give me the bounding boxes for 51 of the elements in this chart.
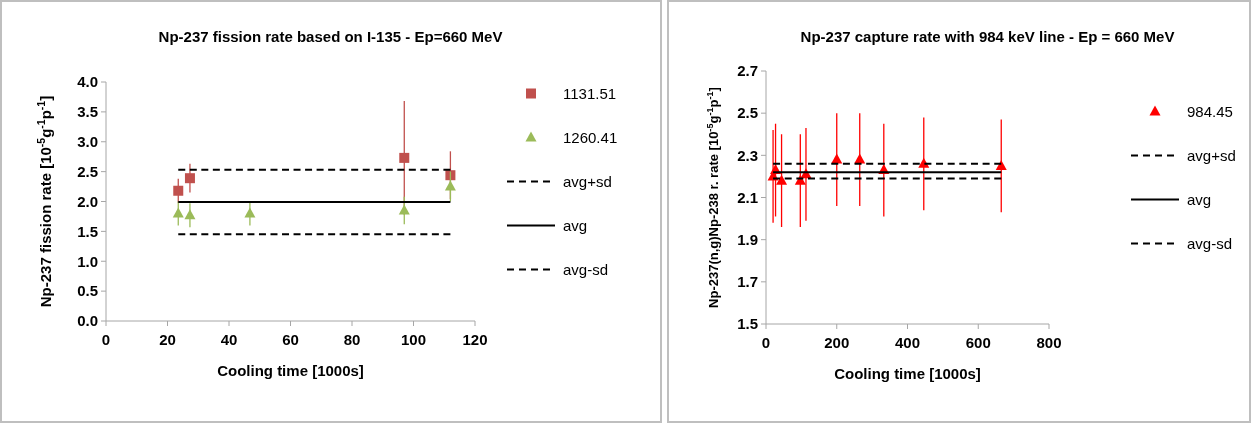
x-tick-label: 0 (761, 334, 771, 351)
point (995, 159, 1007, 170)
chart-title: Np-237 capture rate with 984 keV line - Ep = 660 MeV (800, 28, 1175, 45)
legend-label: avg+sd (563, 172, 612, 190)
x-tick-label: 0 (101, 331, 111, 348)
legend-label: 984.45 (1187, 102, 1233, 120)
point (184, 209, 196, 220)
x-tick-label: 80 (343, 331, 361, 348)
x-axis-title: Cooling time [1000s] (217, 362, 364, 379)
y-tick-label: 1.5 (77, 222, 98, 240)
y-tick-label: 4.0 (77, 73, 98, 91)
y-tick-label: 2.1 (737, 188, 758, 206)
legend-label: avg-sd (563, 260, 609, 278)
x-tick-label: 800 (1036, 334, 1062, 351)
point (444, 180, 456, 191)
y-tick-label: 2.7 (737, 62, 758, 80)
y-tick-label: 2.5 (77, 162, 98, 180)
y-tick-label: 3.0 (77, 133, 98, 150)
x-tick-label: 200 (824, 334, 850, 351)
x-axis-title: Cooling time [1000s] (834, 365, 981, 382)
y-tick-label: 1.7 (737, 273, 758, 291)
x-tick-label: 40 (220, 331, 238, 348)
point (244, 207, 256, 218)
legend-label: avg+sd (1187, 146, 1236, 164)
y-tick-label: 1.0 (77, 252, 98, 270)
legend-label: avg (563, 216, 588, 234)
y-tick-label: 0.0 (77, 312, 98, 330)
point (398, 204, 410, 215)
point (184, 173, 195, 184)
y-tick-label: 2.0 (77, 192, 98, 210)
y-tick-label: 3.5 (77, 103, 98, 121)
x-tick-label: 600 (965, 334, 991, 351)
legend-label: 1260.41 (563, 128, 618, 146)
y-tick-label: 1.5 (737, 315, 758, 333)
legend-label: 1131.51 (563, 84, 617, 102)
x-tick-label: 100 (400, 331, 427, 348)
x-tick-label: 20 (159, 331, 176, 348)
legend-label: avg (1187, 190, 1212, 208)
y-tick-label: 2.3 (737, 146, 758, 164)
y-tick-label: 1.9 (737, 230, 758, 248)
point (173, 185, 184, 196)
y-tick-label: 0.5 (77, 282, 98, 300)
x-tick-label: 120 (462, 331, 488, 348)
point (399, 152, 410, 163)
legend-label: avg-sd (1187, 234, 1233, 252)
chart-title: Np-237 fission rate based on I-135 - Ep=660 MeV (158, 28, 503, 45)
y-tick-label: 2.5 (737, 104, 758, 122)
x-tick-label: 60 (282, 331, 299, 348)
point (172, 207, 184, 218)
x-tick-label: 400 (894, 334, 921, 351)
point (776, 174, 788, 185)
